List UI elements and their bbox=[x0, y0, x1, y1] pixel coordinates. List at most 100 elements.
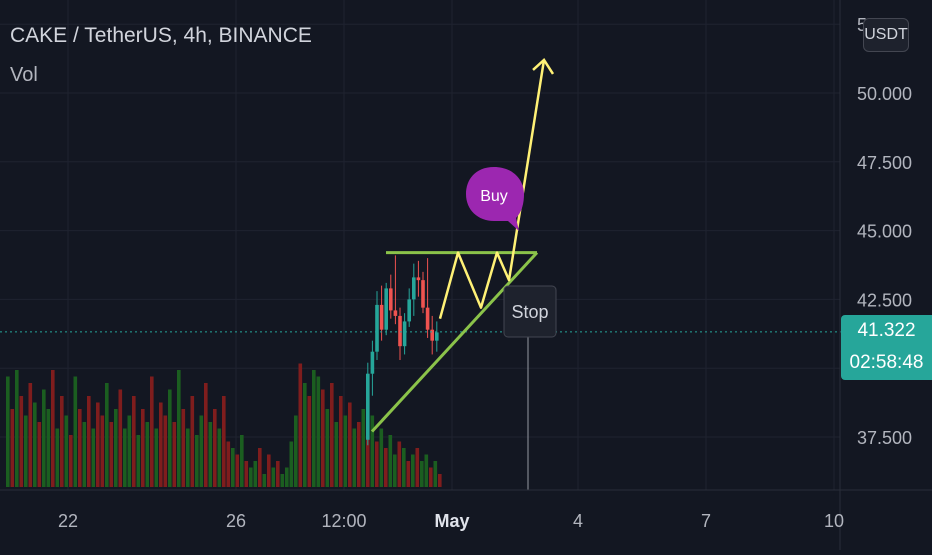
volume-bar bbox=[384, 448, 388, 487]
volume-bar bbox=[78, 409, 82, 487]
price-tick-label: 45.000 bbox=[857, 222, 912, 242]
volume-bar bbox=[330, 383, 334, 487]
volume-bar bbox=[33, 402, 37, 487]
volume-bar bbox=[397, 441, 402, 487]
volume-bar bbox=[208, 422, 213, 487]
symbol-title[interactable]: CAKE / TetherUS, 4h, BINANCE bbox=[10, 24, 312, 47]
volume-bar bbox=[285, 467, 289, 487]
volume-bar bbox=[177, 370, 181, 487]
price-tick-label: 47.500 bbox=[857, 153, 912, 173]
buy-label: Buy bbox=[480, 188, 508, 205]
volume-bar bbox=[195, 435, 199, 487]
candle-body bbox=[407, 299, 411, 322]
candle-body bbox=[425, 307, 430, 330]
volume-bar bbox=[280, 474, 285, 487]
volume-bar bbox=[46, 409, 51, 487]
price-tick-label-clipped: 5 bbox=[857, 15, 867, 35]
volume-bar bbox=[352, 428, 357, 487]
volume-bar bbox=[235, 454, 240, 487]
volume-bar bbox=[217, 428, 222, 487]
currency-button[interactable]: USDT bbox=[863, 18, 909, 52]
volume-bar bbox=[222, 396, 226, 487]
volume-bar bbox=[231, 448, 235, 487]
candle-body bbox=[412, 277, 416, 300]
stop-label: Stop bbox=[511, 302, 548, 322]
volume-bar bbox=[303, 383, 307, 487]
time-tick-label: 10 bbox=[824, 511, 844, 531]
volume-bar bbox=[253, 461, 258, 487]
volume-bar bbox=[10, 409, 15, 487]
volume-bar bbox=[118, 389, 123, 487]
volume-bar bbox=[6, 376, 10, 487]
volume-bar bbox=[73, 376, 78, 487]
volume-bar bbox=[406, 461, 411, 487]
buy-bubble bbox=[466, 167, 524, 231]
price-tick-label: 37.500 bbox=[857, 428, 912, 448]
candle-body bbox=[393, 310, 398, 316]
candles bbox=[366, 255, 439, 446]
volume-bar bbox=[343, 415, 348, 487]
last-price-tag: 41.322 bbox=[841, 315, 932, 346]
volume-bar bbox=[114, 409, 118, 487]
volume-bars bbox=[6, 363, 442, 487]
candle-body bbox=[421, 280, 425, 308]
volume-bar bbox=[172, 422, 177, 487]
volume-bar bbox=[132, 396, 136, 487]
volume-bar bbox=[375, 441, 379, 487]
volume-bar bbox=[96, 402, 100, 487]
time-tick-label: 26 bbox=[226, 511, 246, 531]
volume-bar bbox=[163, 415, 168, 487]
volume-bar bbox=[24, 415, 28, 487]
volume-bar bbox=[402, 448, 406, 487]
volume-bar bbox=[28, 383, 33, 487]
volume-bar bbox=[289, 441, 294, 487]
volume-bar bbox=[168, 389, 172, 487]
volume-bar bbox=[244, 461, 249, 487]
volume-bar bbox=[123, 428, 127, 487]
candle-body bbox=[398, 315, 402, 347]
volume-bar bbox=[55, 428, 60, 487]
volume-bar bbox=[15, 370, 19, 487]
time-tick-label: 7 bbox=[701, 511, 711, 531]
volume-bar bbox=[420, 461, 424, 487]
volume-bar bbox=[316, 376, 321, 487]
volume-bar bbox=[258, 448, 262, 487]
volume-bar bbox=[424, 454, 429, 487]
volume-bar bbox=[361, 409, 366, 487]
stop-box bbox=[503, 285, 557, 338]
volume-bar bbox=[415, 448, 420, 487]
volume-bar bbox=[159, 402, 163, 487]
volume-bar bbox=[141, 409, 145, 487]
volume-bar bbox=[267, 454, 271, 487]
volume-bar bbox=[186, 428, 190, 487]
volume-bar bbox=[100, 415, 105, 487]
volume-bar bbox=[262, 474, 267, 487]
volume-bar bbox=[249, 467, 253, 487]
volume-bar bbox=[379, 428, 384, 487]
volume-bar bbox=[271, 467, 276, 487]
bar-countdown: 02:58:48 bbox=[841, 346, 932, 380]
price-tick-label: 50.000 bbox=[857, 84, 912, 104]
volume-bar bbox=[226, 441, 231, 487]
volume-bar bbox=[276, 461, 280, 487]
time-tick-label: May bbox=[434, 511, 469, 531]
volume-bar bbox=[154, 428, 159, 487]
volume-bar bbox=[69, 435, 73, 487]
volume-bar bbox=[334, 422, 339, 487]
volume-bar bbox=[240, 435, 244, 487]
volume-bar bbox=[357, 422, 361, 487]
volume-bar bbox=[411, 454, 415, 487]
volume-bar bbox=[181, 409, 186, 487]
volume-bar bbox=[105, 383, 109, 487]
volume-bar bbox=[87, 396, 91, 487]
volume-bar bbox=[298, 363, 303, 487]
candle-body bbox=[389, 288, 393, 311]
candle-body bbox=[366, 373, 370, 440]
candle-body bbox=[384, 288, 388, 330]
candle-body bbox=[435, 332, 439, 341]
volume-indicator-label[interactable]: Vol bbox=[10, 64, 38, 86]
volume-bar bbox=[388, 435, 393, 487]
